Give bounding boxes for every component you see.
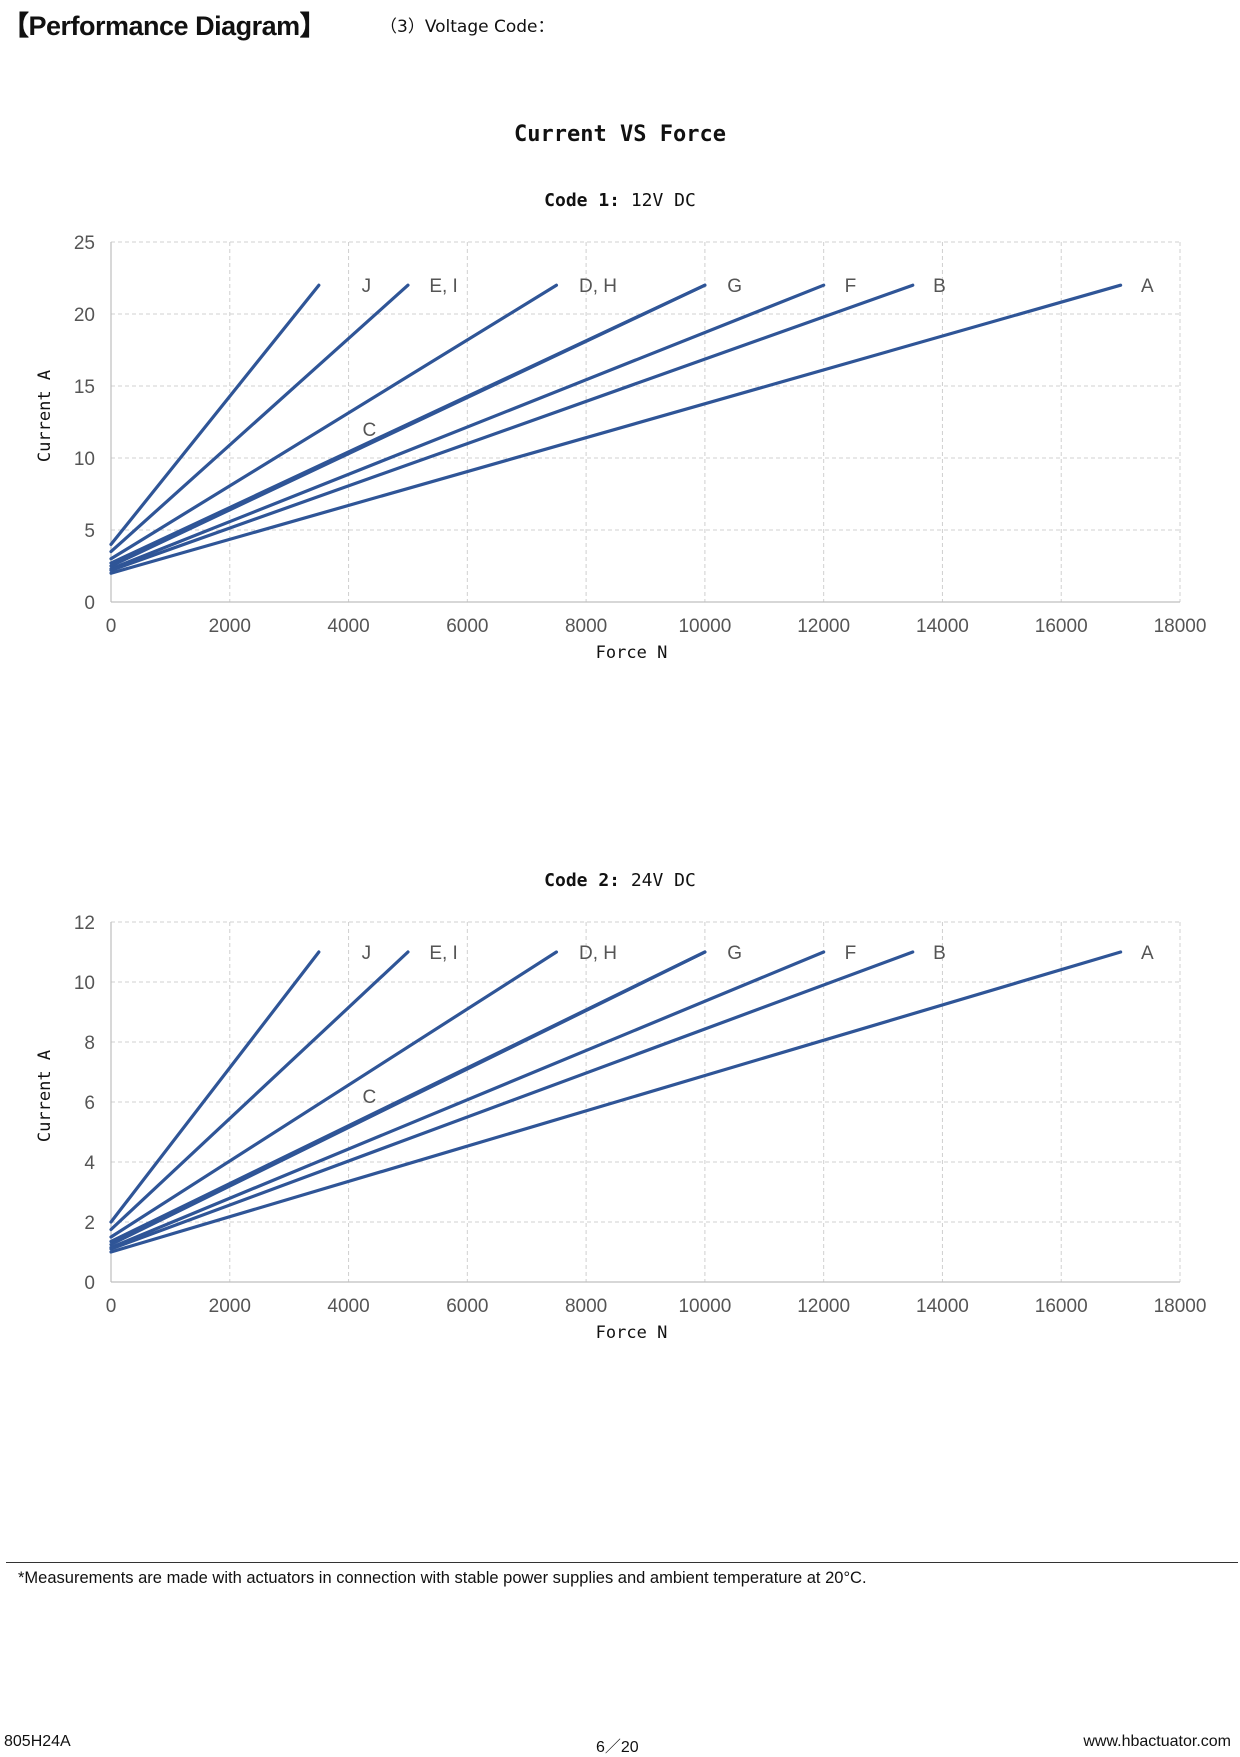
y-tick-label: 15: [74, 377, 95, 398]
y-tick-label: 25: [74, 233, 95, 254]
x-tick-label: 4000: [327, 1296, 369, 1317]
x-tick-label: 18000: [1154, 1296, 1207, 1317]
series-annotation: C: [362, 1087, 376, 1108]
series-annotation: B: [933, 943, 946, 964]
series-annotation: F: [845, 943, 857, 964]
x-tick-label: 14000: [916, 1296, 969, 1317]
y-axis-label: Current A: [35, 1050, 55, 1142]
main-chart-title: Current VS Force: [514, 122, 726, 147]
chart1-title-code: Code 1:: [544, 190, 620, 211]
y-tick-label: 5: [84, 521, 95, 542]
series-line-dh: [109, 283, 559, 561]
footer-model: 805H24A: [4, 1733, 71, 1750]
y-tick-label: 10: [74, 973, 95, 994]
x-tick-label: 8000: [565, 1296, 607, 1317]
series-annotation: A: [1141, 943, 1154, 964]
x-tick-label: 8000: [565, 616, 607, 637]
y-tick-label: 4: [84, 1153, 95, 1174]
x-tick-label: 10000: [678, 1296, 731, 1317]
series-annotation: G: [727, 943, 742, 964]
y-tick-label: 2: [84, 1213, 95, 1234]
y-tick-label: 0: [84, 593, 95, 614]
y-tick-label: 6: [84, 1093, 95, 1114]
chart-code2-24v: 0 2000 4000 6000 8000 10000 12000 14000 16000 180…: [35, 913, 1207, 1343]
y-tick-label: 0: [84, 1273, 95, 1294]
x-axis-label: Force N: [596, 643, 668, 663]
chart2-title-voltage: 24V DC: [620, 870, 696, 891]
section-subtitle: （3）Voltage Code：: [380, 17, 555, 37]
y-axis-label: Current A: [35, 370, 55, 462]
series-line-a: [109, 950, 1123, 1254]
y-tick-label: 20: [74, 305, 95, 326]
x-tick-label: 2000: [209, 1296, 251, 1317]
x-tick-label: 12000: [797, 616, 850, 637]
series-annotation: F: [845, 276, 857, 297]
x-tick-label: 14000: [916, 616, 969, 637]
chart2-title: Code 2: 24V DC: [0, 870, 1240, 891]
x-tick-label: 0: [106, 1296, 117, 1317]
x-tick-label: 16000: [1035, 1296, 1088, 1317]
series-annotation: J: [362, 276, 372, 297]
x-axis-label: Force N: [596, 1323, 668, 1343]
footnote-divider: [6, 1562, 1238, 1563]
chart1-title: Code 1: 12V DC: [0, 190, 1240, 211]
x-tick-label: 12000: [797, 1296, 850, 1317]
x-tick-label: 10000: [678, 616, 731, 637]
x-tick-label: 18000: [1154, 616, 1207, 637]
y-tick-label: 8: [84, 1033, 95, 1054]
x-tick-label: 0: [106, 616, 117, 637]
series-line-b: [109, 950, 915, 1251]
x-tick-label: 6000: [446, 616, 488, 637]
x-tick-label: 2000: [209, 616, 251, 637]
series-annotation: E, I: [429, 276, 458, 297]
footer-website: www.hbactuator.com: [1083, 1733, 1231, 1750]
series-line-j: [109, 950, 321, 1224]
chart1-title-voltage: 12V DC: [620, 190, 696, 211]
chart-code1-12v: 0 2000 4000 6000 8000 10000 12000 14000 16000 180…: [35, 233, 1207, 663]
series-line-j: [109, 283, 321, 546]
x-tick-label: 4000: [327, 616, 369, 637]
series-annotation: C: [362, 420, 376, 441]
y-tick-label: 12: [74, 913, 95, 934]
series-annotation: E, I: [429, 943, 458, 964]
series-annotation: B: [933, 276, 946, 297]
series-annotation: J: [362, 943, 372, 964]
series-annotation: D, H: [579, 943, 617, 964]
series-annotation: A: [1141, 276, 1154, 297]
series-annotation: G: [727, 276, 742, 297]
series-line-g: [109, 283, 707, 568]
x-tick-label: 6000: [446, 1296, 488, 1317]
series-line-ei: [109, 283, 410, 554]
series-line-a: [109, 283, 1123, 575]
series-line-b: [109, 283, 915, 572]
footnote-text: *Measurements are made with actuators in…: [18, 1569, 867, 1587]
series-line-f: [109, 283, 826, 571]
series-annotation: D, H: [579, 276, 617, 297]
footer-page-number: 6／20: [596, 1739, 639, 1756]
x-tick-label: 16000: [1035, 616, 1088, 637]
series-line-ei: [109, 950, 410, 1232]
chart2-title-code: Code 2:: [544, 870, 620, 891]
y-tick-label: 10: [74, 449, 95, 470]
series-line-g: [109, 950, 707, 1247]
series-line-dh: [109, 950, 559, 1239]
series-line-f: [109, 950, 826, 1250]
page-title: 【Performance Diagram】: [2, 11, 327, 41]
